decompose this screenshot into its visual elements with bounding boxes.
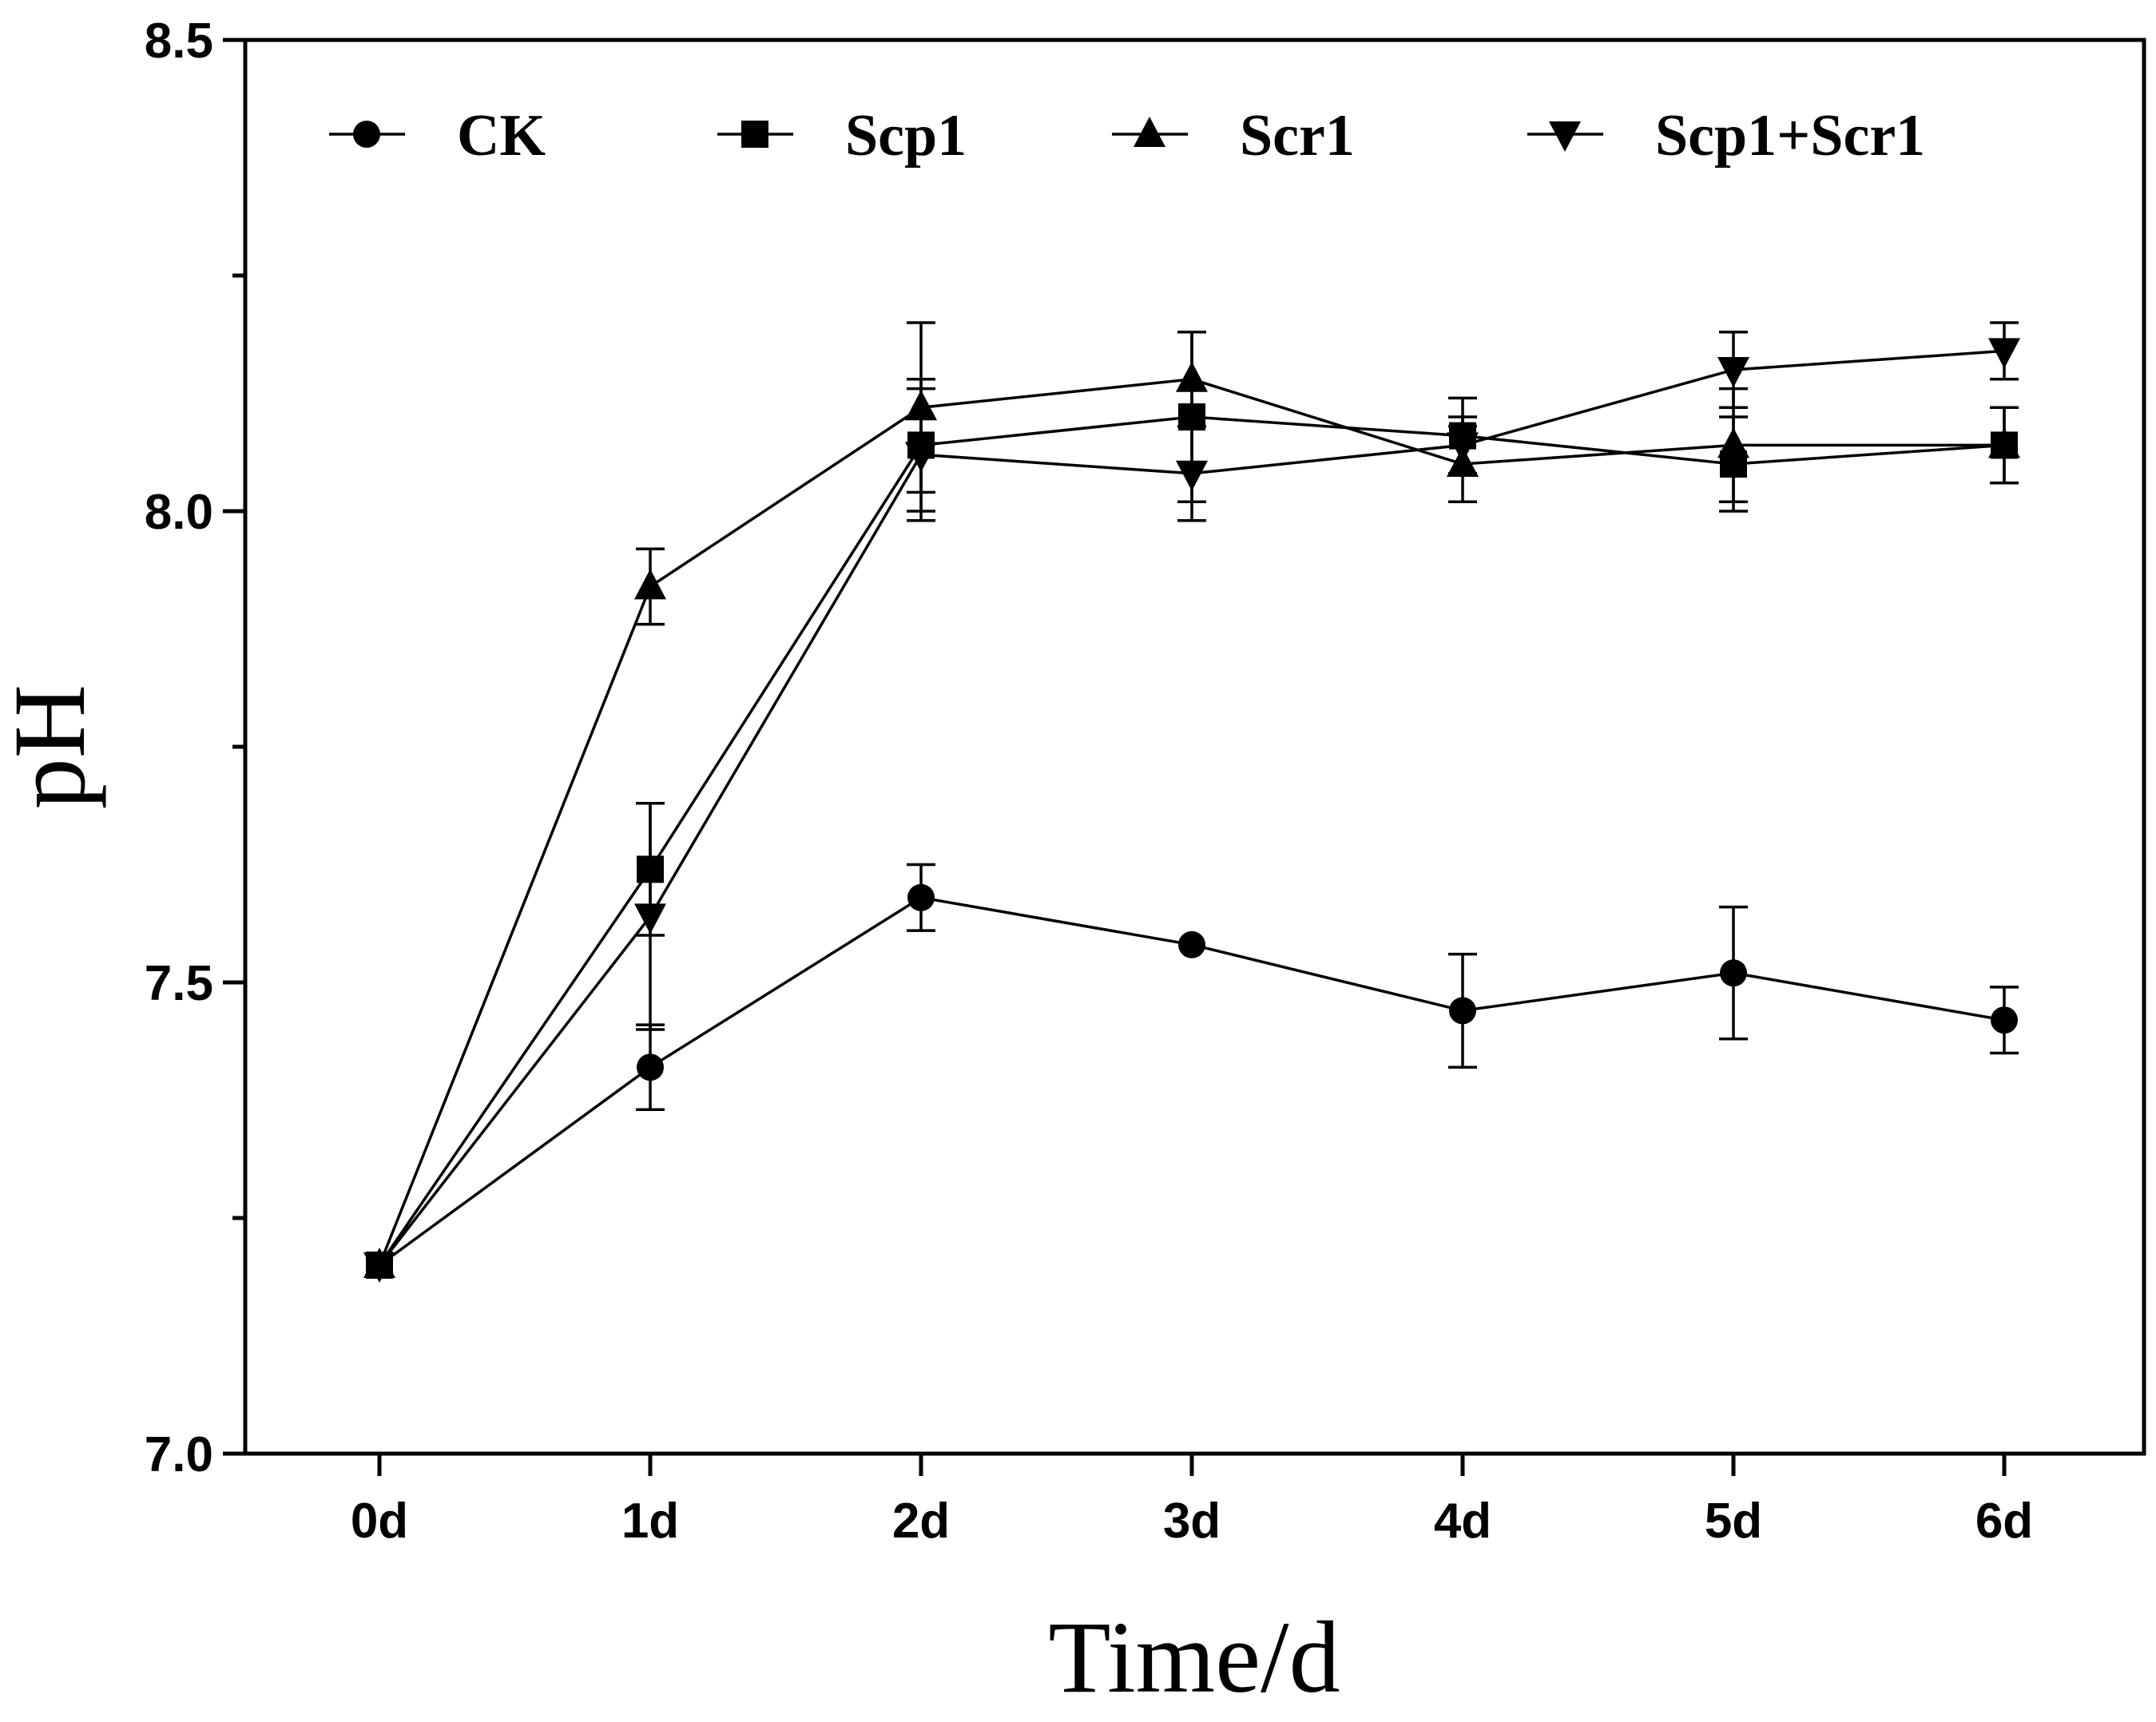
x-tick-label: 1d	[621, 1494, 679, 1549]
x-tick-label: 2d	[892, 1494, 950, 1549]
point-scp1-scr1	[1988, 338, 2020, 369]
x-axis: 0d 1d 2d 3d 4d 5d 6d	[351, 1454, 2033, 1549]
data-markers	[363, 338, 2020, 1283]
point-scp1	[1178, 403, 1205, 430]
legend-marker-scr1	[1134, 117, 1165, 147]
y-tick-label: 8.0	[145, 485, 213, 540]
legend-marker-scp1-scr1	[1549, 121, 1581, 152]
x-tick-label: 6d	[1975, 1494, 2033, 1549]
point-scr1	[634, 569, 666, 600]
point-ck	[637, 1053, 664, 1081]
point-scr1	[1988, 427, 2020, 458]
point-ck	[1720, 959, 1747, 987]
axes	[243, 38, 2146, 1456]
y-axis: 7.0 7.5 8.0 8.5	[145, 14, 245, 1482]
point-ck	[1449, 997, 1476, 1025]
y-tick-label: 7.0	[145, 1427, 213, 1482]
point-scp1-scr1	[363, 1252, 395, 1283]
x-tick-label: 0d	[351, 1494, 408, 1549]
legend-label-scr1: Scr1	[1240, 103, 1355, 169]
point-scp1-scr1	[1176, 460, 1208, 491]
series-line-scp1	[378, 415, 2005, 1266]
legend-label-scp1: Scp1	[845, 103, 967, 169]
y-tick-label: 8.5	[145, 14, 213, 69]
legend-marker-ck	[353, 121, 380, 148]
point-ck	[1178, 930, 1205, 958]
point-scp1-scr1	[1447, 432, 1479, 463]
point-scp1	[637, 855, 664, 883]
point-scp1-scr1	[1717, 357, 1749, 387]
legend: CK Scp1 Scr1 Scp1+Scr1	[329, 103, 1925, 169]
error-bars	[636, 321, 2019, 1112]
y-tick-label: 7.5	[145, 956, 213, 1011]
point-scr1	[1176, 361, 1208, 392]
y-axis-title: pH	[0, 684, 106, 809]
x-axis-title: Time/d	[1048, 1601, 1340, 1714]
legend-marker-scp1	[741, 121, 768, 148]
point-scp1-scr1	[634, 903, 666, 934]
legend-label-ck: CK	[457, 103, 546, 169]
plot-frame	[243, 38, 2146, 1456]
point-scr1	[905, 390, 937, 421]
x-tick-label: 4d	[1434, 1494, 1491, 1549]
legend-label-scp1-scr1: Scp1+Scr1	[1655, 103, 1925, 169]
point-scr1	[1717, 427, 1749, 458]
point-ck	[1991, 1006, 2018, 1034]
point-ck	[907, 883, 935, 911]
x-tick-label: 5d	[1705, 1494, 1762, 1549]
x-tick-label: 3d	[1163, 1494, 1221, 1549]
point-scp1-scr1	[905, 442, 937, 473]
